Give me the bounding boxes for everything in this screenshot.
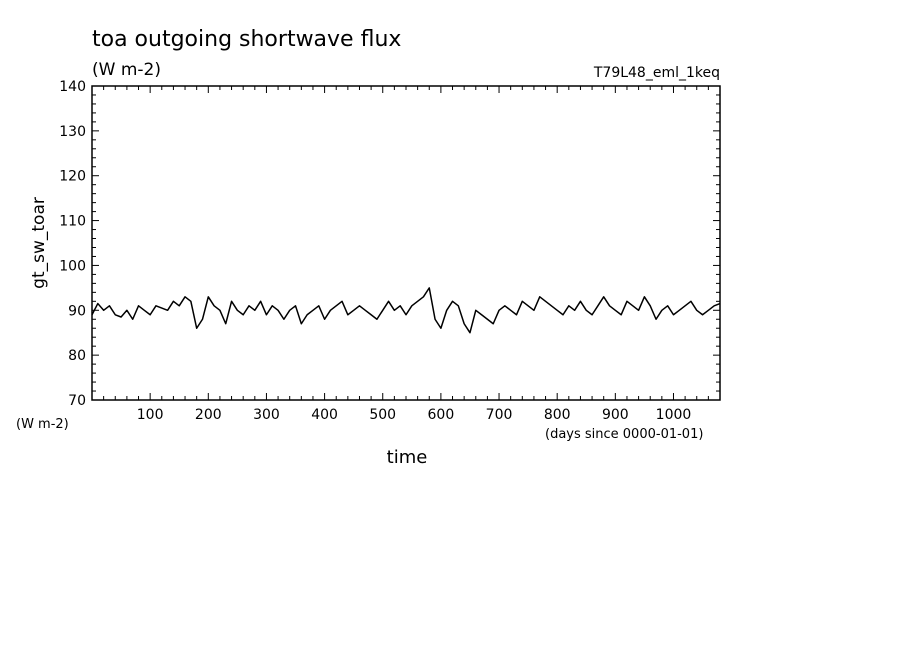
chart-title: toa outgoing shortwave flux xyxy=(92,27,401,52)
y-tick-label: 90 xyxy=(68,303,86,319)
chart-subtitle: (W m-2) xyxy=(92,60,161,80)
y-tick-label: 130 xyxy=(59,124,86,140)
y-tick-label: 140 xyxy=(59,79,86,95)
x-tick-label: 700 xyxy=(486,407,513,423)
y-tick-label: 120 xyxy=(59,169,86,185)
x-tick-label: 100 xyxy=(137,407,164,423)
y-tick-label: 110 xyxy=(59,214,86,230)
x-tick-label: 200 xyxy=(195,407,222,423)
y-axis-tick-labels: 70 80 90 100 110 120 130 140 xyxy=(59,79,86,409)
y-tick-label: 100 xyxy=(59,258,86,274)
run-label: T79L48_eml_1keq xyxy=(593,65,720,81)
y-axis-label: gt_sw_toar xyxy=(29,197,49,289)
x-tick-label: 500 xyxy=(369,407,396,423)
x-tick-label: 800 xyxy=(544,407,571,423)
y-tick-label: 80 xyxy=(68,348,86,364)
series-line xyxy=(91,287,721,334)
y-axis-units: (W m-2) xyxy=(16,417,69,432)
x-tick-label: 300 xyxy=(253,407,280,423)
x-axis-tick-labels: 100 200 300 400 500 600 700 800 900 1000 xyxy=(137,407,692,423)
axis-ticks xyxy=(92,85,720,401)
x-axis-units: (days since 0000-01-01) xyxy=(545,427,703,442)
x-tick-label: 400 xyxy=(311,407,338,423)
x-tick-label: 600 xyxy=(428,407,455,423)
x-axis-label: time xyxy=(387,447,428,468)
plot-frame xyxy=(91,85,721,401)
y-tick-label: 70 xyxy=(68,393,86,409)
x-tick-label: 1000 xyxy=(656,407,692,423)
x-tick-label: 900 xyxy=(602,407,629,423)
